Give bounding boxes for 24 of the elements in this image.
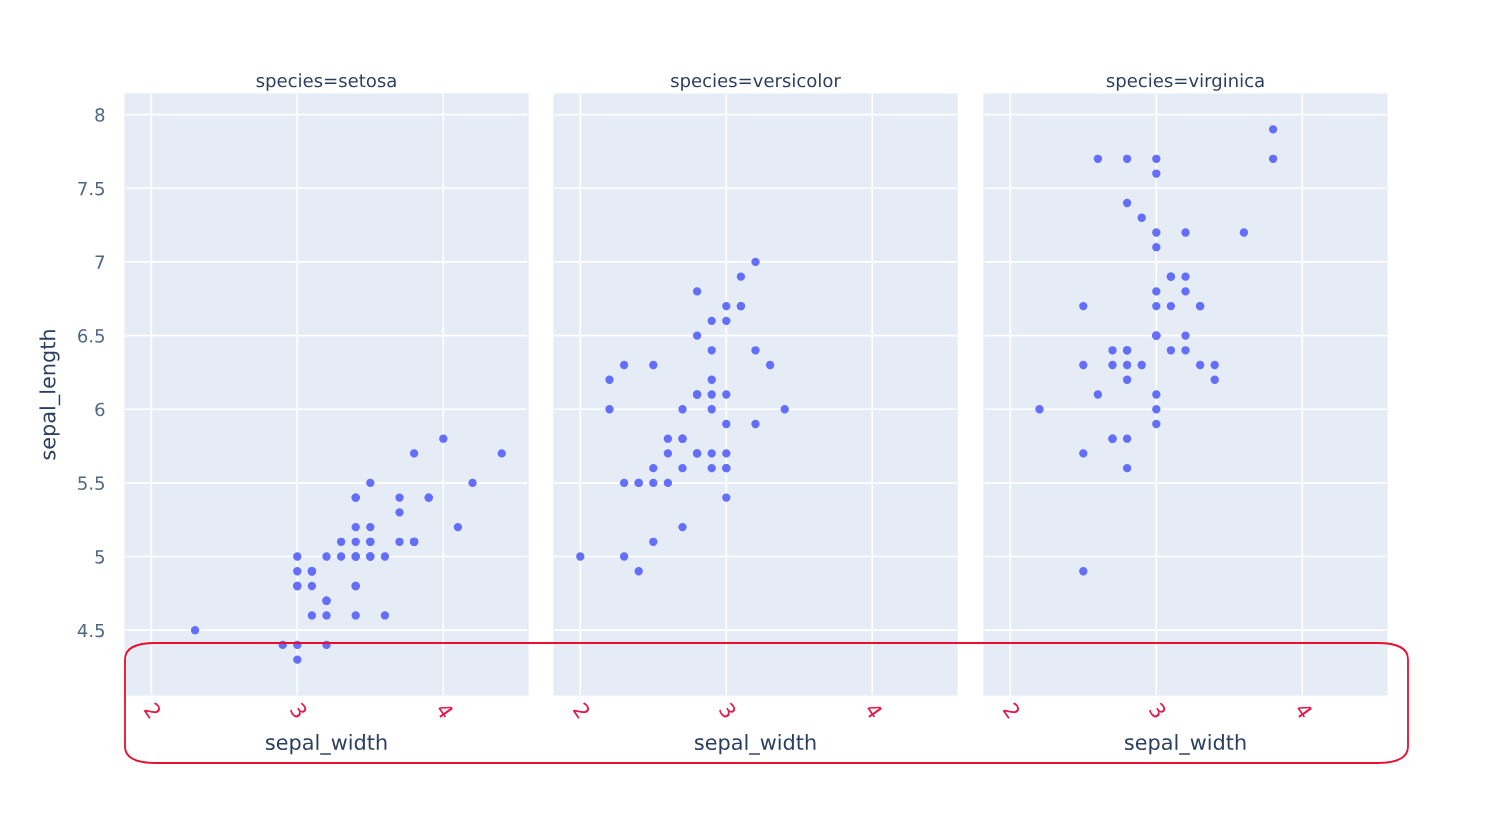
y-tick-label: 8: [95, 108, 105, 122]
x-axis-title: sepal_width: [694, 733, 816, 755]
x-tick-label: 2: [1002, 701, 1021, 719]
x-tick-label: 4: [435, 701, 455, 720]
y-tick-label: 6: [95, 402, 105, 417]
chart-title: species=virginica: [1106, 73, 1264, 91]
x-tick-label: 3: [718, 701, 738, 720]
x-tick-label: 4: [1294, 701, 1314, 720]
x-tick-label: 3: [1148, 701, 1168, 720]
chart-title: species=setosa: [256, 73, 396, 91]
y-tick-label: 4.5: [77, 623, 104, 638]
y-tick-label: 7.5: [78, 181, 104, 196]
x-axis-title: sepal_width: [1124, 733, 1246, 755]
y-tick-label: 6.5: [78, 329, 104, 343]
y-tick-label: 5.5: [78, 476, 104, 490]
x-tick-label: 3: [289, 701, 309, 720]
x-axis-title: sepal_width: [265, 733, 387, 755]
x-tick-label: 2: [572, 701, 591, 719]
x-tick-label: 2: [143, 701, 162, 719]
y-axis-title: sepal_length: [39, 330, 61, 460]
x-tick-label: 4: [864, 701, 884, 720]
y-tick-label: 5: [95, 550, 104, 564]
y-tick-label: 7: [95, 255, 105, 269]
chart-title: species=versicolor: [671, 73, 841, 91]
